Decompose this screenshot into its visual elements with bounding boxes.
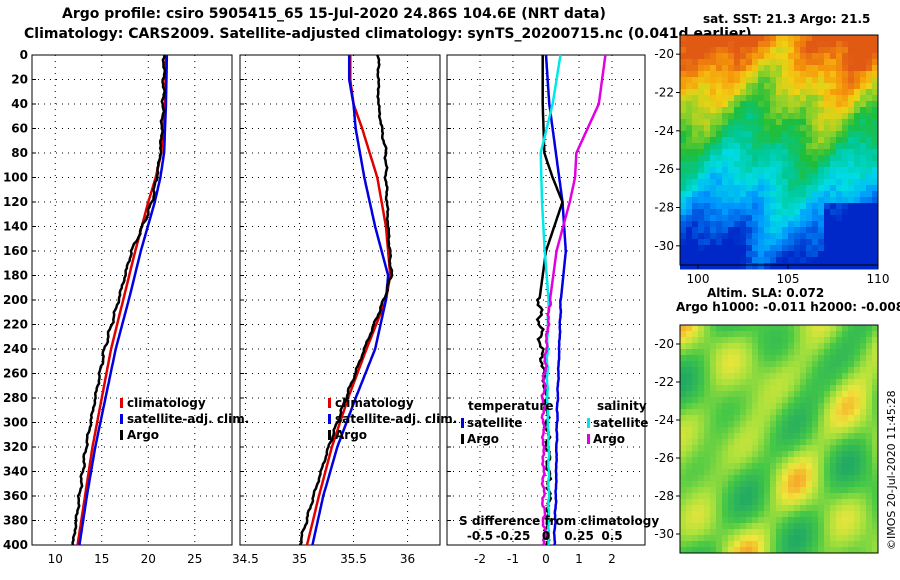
legend-label: Argo (127, 428, 159, 442)
depth-tick-label: 260 (3, 367, 28, 381)
sst-ytick-label: -20 (654, 47, 674, 61)
temp-tick-label: 20 (141, 552, 156, 566)
depth-tick-label: 340 (3, 465, 28, 479)
sal-tick-label: 35 (292, 552, 307, 566)
sal-tick-label: 36 (400, 552, 415, 566)
temp-tick-label: 25 (187, 552, 202, 566)
sal-series-satellite-adj--clim- (311, 55, 390, 546)
depth-tick-label: 220 (3, 318, 28, 332)
depth-tick-label: 120 (3, 195, 28, 209)
legend-swatch (328, 414, 331, 424)
panel-frame-salinity (239, 54, 441, 546)
legend-swatch (461, 434, 464, 444)
sla-ytick-label: -24 (654, 413, 674, 427)
legend-swatch (587, 418, 590, 428)
legend-swatch (587, 434, 590, 444)
chart-title-line2: Climatology: CARS2009. Satellite-adjuste… (24, 26, 752, 42)
depth-tick-label: 80 (11, 146, 28, 160)
sst-heatmap (680, 35, 879, 270)
diff-secondary-tick-label: -0.5 (467, 529, 493, 543)
sst-xtick-label: 105 (777, 272, 800, 286)
sst-map-title: sat. SST: 21.3 Argo: 21.5 (703, 12, 871, 26)
sla-ytick-label: -26 (654, 451, 674, 465)
sla-ytick-label: -28 (654, 489, 674, 503)
depth-tick-label: 160 (3, 244, 28, 258)
diff-secondary-tick-label: -0.25 (496, 529, 531, 543)
sla-map-subtitle: Argo h1000: -0.011 h2000: -0.0087 (676, 300, 900, 314)
sla-ytick-label: -20 (654, 337, 674, 351)
depth-tick-label: 300 (3, 416, 28, 430)
temp-tick-label: 10 (48, 552, 63, 566)
sst-ytick-label: -26 (654, 162, 674, 176)
legend-swatch (461, 418, 464, 428)
legend-swatch (120, 398, 123, 408)
diff-tick-label: -1 (507, 552, 519, 566)
depth-tick-label: 200 (3, 293, 28, 307)
legend-label: Argo (467, 432, 499, 446)
diff-secondary-tick-label: 0 (542, 529, 550, 543)
diff-series-salinity-satellite (539, 54, 562, 546)
diff-tick-label: 1 (575, 552, 583, 566)
depth-tick-label: 0 (20, 48, 28, 62)
legend-label: satellite (593, 416, 648, 430)
sla-ytick-label: -30 (654, 527, 674, 541)
sst-ytick-label: -24 (654, 124, 674, 138)
diff-tick-label: 0 (542, 552, 550, 566)
depth-tick-label: 280 (3, 391, 28, 405)
legend-title-temperature: temperature (468, 399, 553, 413)
sal-tick-label: 35.5 (340, 552, 367, 566)
legend-swatch (120, 414, 123, 424)
legend-label: Argo (335, 428, 367, 442)
diff-secondary-tick-label: 0.5 (601, 529, 622, 543)
legend-label: satellite-adj. clim. (127, 412, 249, 426)
diff-series-temperature-satellite (544, 54, 568, 546)
depth-tick-label: 20 (11, 73, 28, 87)
sla-map-title: Altim. SLA: 0.072 (707, 286, 825, 300)
legend-label: satellite (467, 416, 522, 430)
sla-ytick-label: -22 (654, 375, 674, 389)
legend-title-salinity: salinity (597, 399, 647, 413)
depth-tick-label: 100 (3, 171, 28, 185)
temp-tick-label: 15 (94, 552, 109, 566)
sst-ytick-label: -30 (654, 239, 674, 253)
legend-swatch (328, 398, 331, 408)
diff-secondary-axis-title: S difference from climatology (459, 514, 659, 528)
sst-ytick-label: -28 (654, 201, 674, 215)
depth-tick-label: 380 (3, 514, 28, 528)
temp-series-argo (71, 54, 167, 546)
legend-label: climatology (335, 396, 414, 410)
diff-secondary-tick-label: 0.25 (564, 529, 594, 543)
sal-series-argo (298, 54, 394, 546)
temp-series-satellite-adj--clim- (78, 54, 169, 546)
depth-tick-label: 360 (3, 489, 28, 503)
sst-ytick-label: -22 (654, 86, 674, 100)
legend-swatch (120, 430, 123, 440)
depth-tick-label: 180 (3, 269, 28, 283)
sla-heatmap (680, 325, 879, 554)
chart-title-line1: Argo profile: csiro 5905415_65 15-Jul-20… (62, 6, 606, 22)
legend-label: satellite-adj. clim. (335, 412, 457, 426)
diff-tick-label: 2 (608, 552, 616, 566)
depth-tick-label: 320 (3, 440, 28, 454)
sal-tick-label: 34.5 (232, 552, 259, 566)
sst-xtick-label: 110 (867, 272, 890, 286)
depth-tick-label: 40 (11, 97, 28, 111)
legend-label: climatology (127, 396, 206, 410)
legend-swatch (328, 430, 331, 440)
diff-tick-label: -2 (474, 552, 486, 566)
panel-frame-temperature (31, 54, 233, 546)
depth-tick-label: 240 (3, 342, 28, 356)
sst-xtick-label: 100 (687, 272, 710, 286)
sla-map-frame (679, 324, 879, 554)
diff-series-salinity-Argo (540, 54, 607, 546)
sst-map-frame (679, 34, 879, 266)
depth-tick-label: 400 (3, 538, 28, 552)
depth-tick-label: 140 (3, 220, 28, 234)
legend-label: Argo (593, 432, 625, 446)
depth-tick-label: 60 (11, 122, 28, 136)
